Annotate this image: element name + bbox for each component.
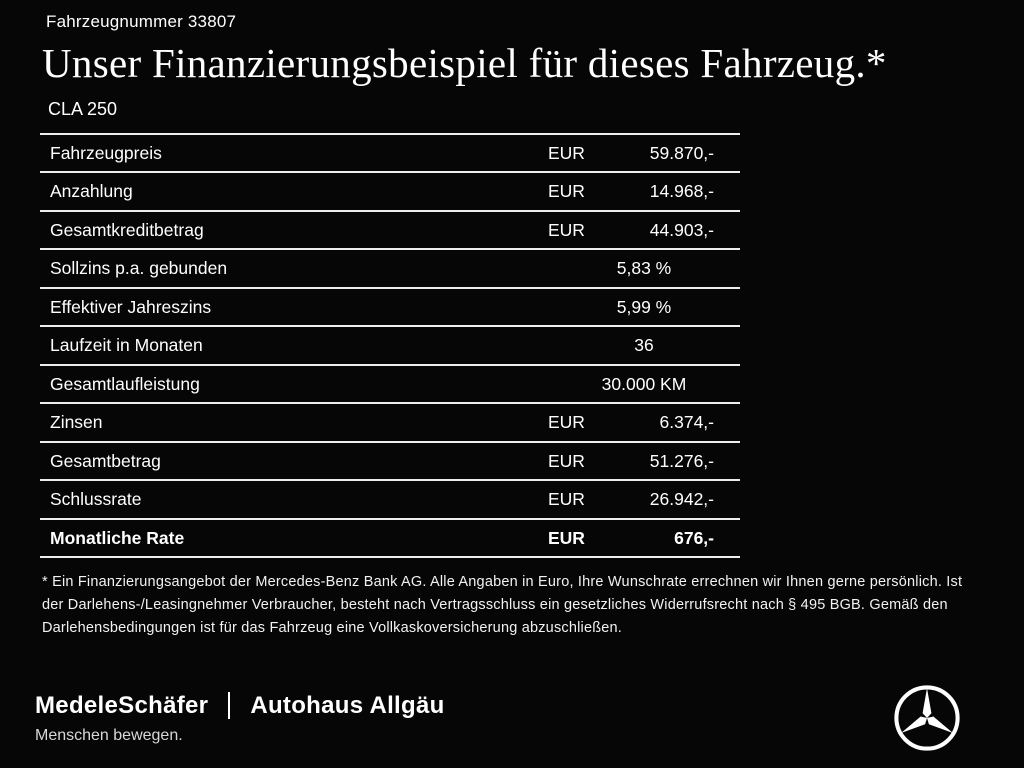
vehicle-model: CLA 250 xyxy=(48,98,118,119)
row-label: Fahrzeugpreis xyxy=(50,142,162,163)
row-unit: EUR xyxy=(548,527,585,548)
row-label: Gesamtbetrag xyxy=(50,450,161,471)
row-value: 14.968,- xyxy=(649,181,714,202)
table-row: Anzahlung EUR 14.968,- xyxy=(40,171,740,210)
row-value: 30.000 KM xyxy=(601,373,687,394)
row-value: 5,83 % xyxy=(616,258,672,279)
table-row: Gesamtbetrag EUR 51.276,- xyxy=(40,440,740,480)
dealer-logo-autohaus-allgaeu: Autohaus Allgäu xyxy=(250,691,445,719)
page-title: Unser Finanzierungsbeispiel für dieses F… xyxy=(42,40,887,86)
row-label: Effektiver Jahreszins xyxy=(50,296,212,317)
row-value: 44.903,- xyxy=(649,219,714,240)
footnote-text: * Ein Finanzierungsangebot der Mercedes-… xyxy=(42,574,963,637)
table-row: Effektiver Jahreszins 5,99 % xyxy=(40,286,740,326)
table-row: Laufzeit in Monaten 36 xyxy=(40,325,740,364)
row-label: Schlussrate xyxy=(50,489,142,510)
mercedes-star-icon xyxy=(893,684,961,752)
footer: MedeleSchäfer Autohaus Allgäu Menschen b… xyxy=(35,684,989,752)
row-value: 6.374,- xyxy=(659,412,714,433)
financing-table: Fahrzeugpreis EUR 59.870,- Anzahlung EUR… xyxy=(40,132,740,559)
row-unit: EUR xyxy=(548,219,585,240)
row-unit: EUR xyxy=(548,142,585,163)
row-unit: EUR xyxy=(548,181,585,202)
row-unit: EUR xyxy=(548,412,585,433)
row-value: 5,99 % xyxy=(616,296,672,317)
row-label: Sollzins p.a. gebunden xyxy=(50,258,228,279)
financing-slide: Fahrzeugnummer 33807 Unser Finanzierungs… xyxy=(40,12,963,637)
row-value: 36 xyxy=(634,335,654,356)
row-label: Zinsen xyxy=(50,412,103,433)
row-label: Gesamtkreditbetrag xyxy=(50,219,204,240)
vehicle-number: Fahrzeugnummer 33807 xyxy=(46,12,237,31)
table-row: Monatliche Rate EUR 676,- xyxy=(40,517,740,557)
table-row: Sollzins p.a. gebunden 5,83 % xyxy=(40,248,740,287)
table-row: Fahrzeugpreis EUR 59.870,- xyxy=(40,132,740,172)
dealer-logo-medele-schaefer: MedeleSchäfer xyxy=(35,691,209,719)
dealer-logos: MedeleSchäfer Autohaus Allgäu Menschen b… xyxy=(35,692,445,745)
table-row: Gesamtlaufleistung 30.000 KM xyxy=(40,363,740,403)
row-unit: EUR xyxy=(548,489,585,510)
divider xyxy=(228,692,231,719)
table-row: Zinsen EUR 6.374,- xyxy=(40,402,740,441)
row-label: Monatliche Rate xyxy=(50,527,185,548)
dealer-tagline: Menschen bewegen. xyxy=(35,726,183,744)
row-value: 26.942,- xyxy=(649,489,714,510)
table-row: Schlussrate EUR 26.942,- xyxy=(40,479,740,518)
row-value: 676,- xyxy=(674,527,714,548)
row-value: 59.870,- xyxy=(649,142,714,163)
row-unit: EUR xyxy=(548,450,585,471)
row-value: 51.276,- xyxy=(649,450,714,471)
row-label: Gesamtlaufleistung xyxy=(50,373,200,394)
row-label: Anzahlung xyxy=(50,181,133,202)
table-row: Gesamtkreditbetrag EUR 44.903,- xyxy=(40,209,740,249)
row-label: Laufzeit in Monaten xyxy=(50,335,203,356)
